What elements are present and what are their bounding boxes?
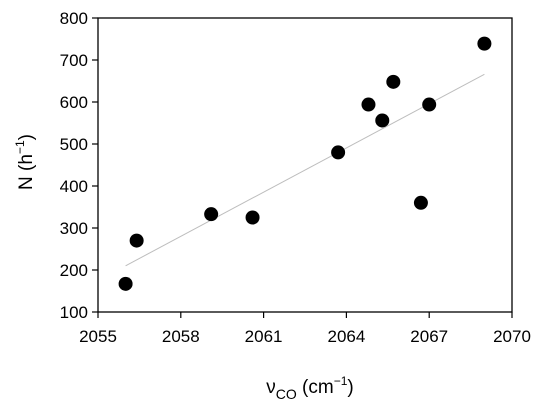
y-axis-title: N (h−1) — [13, 134, 37, 190]
x-axis-title-unit: (cm — [297, 377, 334, 398]
x-tick-label: 2064 — [327, 327, 365, 346]
y-tick-label: 500 — [60, 135, 88, 154]
y-axis-title-base: N (h — [16, 154, 37, 190]
data-point — [422, 97, 437, 112]
data-point — [413, 195, 428, 210]
x-tick-label: 2061 — [245, 327, 283, 346]
y-tick-label: 600 — [60, 93, 88, 112]
x-axis-title-close: ) — [347, 377, 353, 398]
x-tick-label: 2058 — [162, 327, 200, 346]
x-axis-title-sub: CO — [276, 386, 297, 402]
y-tick-label: 700 — [60, 51, 88, 70]
data-points — [118, 36, 492, 291]
data-point — [361, 97, 376, 112]
y-tick-label: 200 — [60, 261, 88, 280]
x-axis-title-sup: −1 — [334, 374, 348, 388]
y-axis-title-sup: −1 — [13, 140, 27, 154]
y-axis-title-post: ) — [16, 134, 37, 140]
x-tick-label: 2067 — [410, 327, 448, 346]
data-point — [204, 207, 219, 222]
x-axis-title: νCO (cm−1) — [266, 374, 353, 402]
data-point — [118, 276, 133, 291]
x-axis-ticks: 2055 2058 2061 2064 2067 2070 — [79, 312, 531, 346]
data-point — [386, 74, 401, 89]
x-tick-label: 2070 — [493, 327, 531, 346]
x-axis-title-base: ν — [266, 377, 276, 398]
data-point — [129, 233, 144, 248]
data-point — [375, 113, 390, 128]
y-axis-ticks: 100 200 300 400 500 600 700 800 — [60, 9, 98, 322]
y-tick-label: 800 — [60, 9, 88, 28]
y-tick-label: 300 — [60, 219, 88, 238]
y-tick-label: 100 — [60, 303, 88, 322]
data-point — [331, 145, 346, 160]
axes-frame — [97, 17, 513, 313]
x-tick-label: 2055 — [79, 327, 117, 346]
data-point — [477, 36, 492, 51]
data-point — [245, 210, 260, 225]
plot-frame — [97, 17, 513, 313]
y-tick-label: 400 — [60, 177, 88, 196]
